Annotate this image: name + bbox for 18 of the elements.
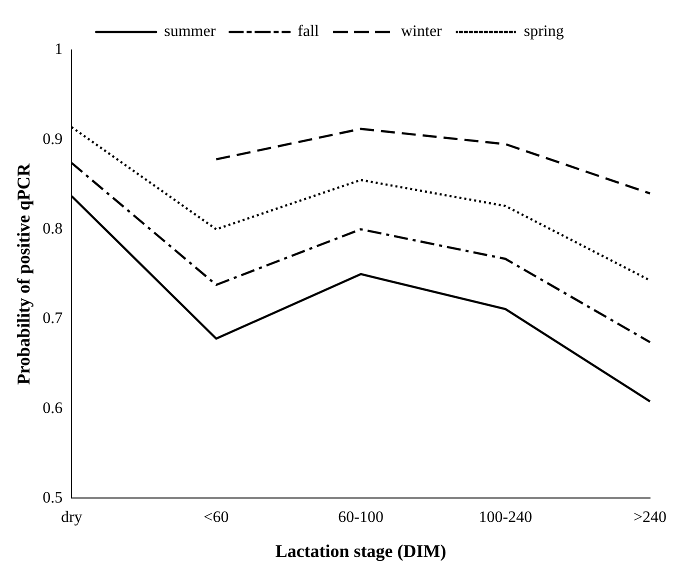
x-tick-label: 100-240 — [478, 509, 532, 526]
x-tick-label: dry — [60, 509, 82, 526]
x-tick-label: >240 — [633, 509, 667, 526]
legend-label: summer — [164, 23, 216, 40]
y-tick-label: 0.7 — [42, 310, 63, 328]
y-tick-label: 0.9 — [42, 130, 63, 148]
y-axis-title: Probability of positive qPCR — [13, 162, 34, 385]
line-series — [215, 128, 652, 195]
y-tick-label: 1 — [54, 41, 63, 58]
legend-label: winter — [400, 23, 443, 40]
x-axis-title: Lactation stage (DIM) — [275, 540, 446, 561]
x-tick-label: 60-100 — [338, 509, 384, 526]
y-tick-label: 0.5 — [42, 489, 63, 506]
y-tick-label: 0.8 — [42, 220, 63, 238]
y-tick-label: 0.6 — [42, 400, 63, 417]
x-tick-label: <60 — [204, 509, 229, 526]
legend-label: fall — [298, 23, 320, 40]
legend-label: spring — [524, 23, 564, 40]
